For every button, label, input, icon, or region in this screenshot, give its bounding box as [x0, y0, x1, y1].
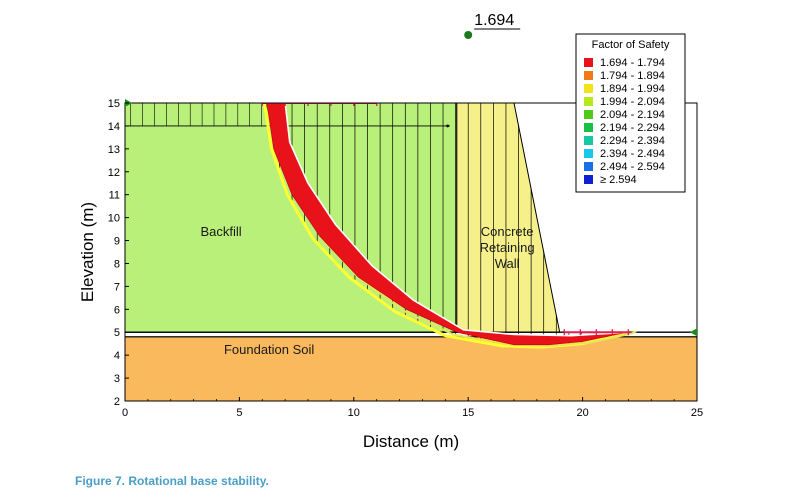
x-axis-title: Distance (m): [363, 432, 459, 451]
boundary-marker-right: [690, 328, 697, 337]
y-axis-title: Elevation (m): [78, 202, 97, 302]
plot-area: [125, 103, 697, 401]
legend-swatch: [584, 149, 593, 158]
region-label-foundation-soil: Foundation Soil: [224, 342, 314, 357]
legend-entry-label: 1.794 - 1.894: [600, 70, 665, 82]
legend-entry-label: 1.994 - 2.094: [600, 96, 665, 108]
legend-entry-label: 1.894 - 1.994: [600, 83, 665, 95]
x-tick-label: 25: [691, 407, 703, 419]
legend-swatch: [584, 123, 593, 132]
axes: 0 5 10 15 20 25 2 3 4 5 6 7 8 9 10 11 12 13 14 15 Distance (…: [78, 98, 703, 451]
x-tick-label: 0: [122, 407, 128, 419]
y-tick-label: 15: [108, 98, 120, 110]
y-tick-label: 9: [114, 236, 120, 248]
legend-entry-label: 2.094 - 2.194: [600, 109, 665, 121]
legend-swatch: [584, 136, 593, 145]
legend-swatch: [584, 84, 593, 93]
y-tick-label: 2: [114, 396, 120, 408]
y-tick-label: 14: [108, 121, 120, 133]
y-tick-label: 4: [114, 350, 120, 362]
region-concrete-retaining-wall: [456, 103, 561, 333]
region-label-wall-line: Concrete: [481, 224, 534, 239]
y-tick-label: 3: [114, 373, 120, 385]
x-tick-label: 20: [576, 407, 588, 419]
y-tick-label: 5: [114, 327, 120, 339]
y-tick-label: 11: [109, 190, 120, 202]
legend-entry-label: 2.294 - 2.394: [600, 135, 665, 147]
region-label-backfill: Backfill: [201, 224, 242, 239]
y-tick-label: 6: [114, 304, 120, 316]
legend-box: [575, 33, 686, 193]
region-label-wall-line: Retaining: [480, 240, 535, 255]
x-tick-label: 5: [236, 407, 242, 419]
legend-entry-label: 2.394 - 2.494: [600, 148, 665, 160]
legend-swatch: [584, 175, 593, 184]
legend-swatch: [584, 162, 593, 171]
y-tick-label: 12: [108, 167, 120, 179]
fos-marker: 1.694: [464, 12, 521, 39]
y-tick-label: 10: [108, 213, 120, 225]
y-tick-label: 8: [114, 258, 120, 270]
legend-entry-label: 2.194 - 2.294: [600, 122, 665, 134]
legend-swatch: [584, 58, 593, 67]
legend-title: Factor of Safety: [592, 39, 670, 51]
point-marker: [446, 124, 450, 128]
region-label-wall-line: Wall: [495, 256, 520, 271]
critical-slip-inner-edge: [284, 103, 629, 337]
y-tick-label: 7: [114, 281, 120, 293]
legend-swatch: [584, 71, 593, 80]
legend-swatch: [584, 110, 593, 119]
plot-frame: [124, 102, 698, 402]
figure-caption: Figure 7. Rotational base stability.: [75, 474, 269, 488]
legend-entry-label: 2.494 - 2.594: [600, 161, 665, 173]
region-foundation-soil: [125, 336, 697, 401]
min-fos-label: 1.694: [474, 12, 514, 29]
x-tick-label: 10: [348, 407, 360, 419]
legend-swatch: [584, 97, 593, 106]
legend-entry-label: ≥ 2.594: [600, 174, 637, 186]
slip-center-point: [464, 31, 473, 39]
legend-entry-label: 1.694 - 1.794: [600, 57, 665, 69]
x-tick-label: 15: [462, 407, 474, 419]
y-tick-label: 13: [108, 144, 120, 156]
